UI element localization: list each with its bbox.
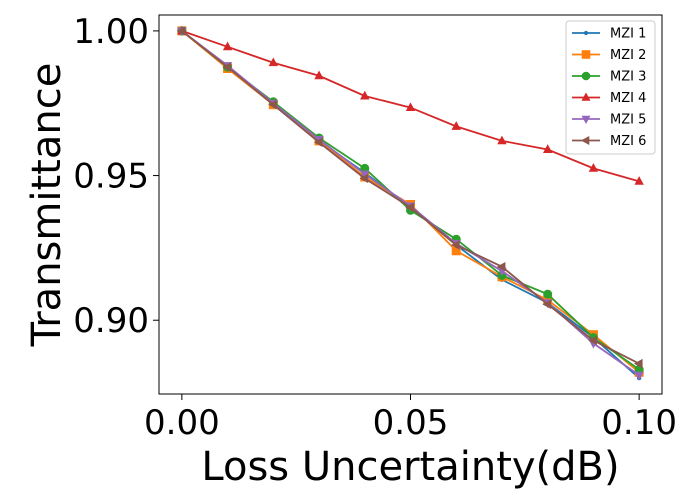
data-point (588, 335, 597, 346)
ticks-layer: 0.00 0.05 0.10 0.90 0.95 1.00 (73, 12, 677, 443)
data-point (268, 57, 279, 67)
y-tick-label: 0.95 (73, 157, 149, 197)
legend-label: MZI 4 (610, 91, 646, 106)
data-point (222, 41, 233, 51)
legend-marker (581, 115, 591, 125)
legend-marker (583, 30, 589, 36)
data-point (176, 26, 186, 36)
data-point (634, 176, 644, 185)
data-point (542, 299, 552, 310)
legend-marker (581, 92, 591, 101)
data-point (405, 202, 414, 213)
legend-item: MZI 6 (572, 134, 646, 149)
legend-label: MZI 3 (610, 70, 646, 85)
y-tick-label: 0.90 (73, 301, 149, 341)
legend-item: MZI 2 (572, 48, 646, 63)
x-tick-label: 0.00 (144, 403, 220, 443)
x-axis-label: Loss Uncertainty(dB) (201, 444, 619, 490)
data-point (543, 289, 553, 299)
data-point (634, 371, 644, 381)
x-tick-label: 0.10 (601, 403, 677, 443)
data-point (588, 163, 599, 172)
legend-label: MZI 2 (610, 48, 646, 63)
data-point (496, 261, 506, 272)
data-point (313, 137, 323, 148)
data-point (542, 144, 553, 153)
data-point (450, 240, 460, 250)
y-axis-label: Transmittance (24, 63, 70, 348)
legend-item: MZI 3 (572, 70, 646, 85)
data-point (451, 121, 461, 130)
legend-marker (581, 50, 591, 59)
data-point (222, 62, 232, 72)
data-point (633, 358, 643, 369)
data-point (268, 99, 277, 110)
x-tick-label: 0.05 (373, 403, 449, 443)
data-point (405, 102, 416, 112)
data-point (497, 135, 507, 145)
legend-label: MZI 6 (610, 134, 646, 149)
legend-item: MZI 5 (572, 113, 646, 128)
legend-label: MZI 1 (610, 27, 646, 42)
data-point (360, 90, 370, 100)
legend-item: MZI 1 (572, 27, 646, 42)
series-mzi-6 (176, 26, 643, 369)
legend: MZI 1 MZI 2 MZI 3 MZI 4 MZI 5 MZI 6 (565, 20, 656, 155)
legend-marker (581, 71, 591, 81)
legend-item: MZI 4 (572, 91, 646, 106)
legend-label: MZI 5 (610, 113, 646, 128)
series-mzi-4 (177, 25, 644, 185)
data-point (359, 173, 369, 184)
data-point (314, 70, 324, 80)
y-tick-label: 1.00 (73, 12, 149, 52)
legend-marker (580, 135, 590, 146)
series-layer (176, 25, 644, 381)
